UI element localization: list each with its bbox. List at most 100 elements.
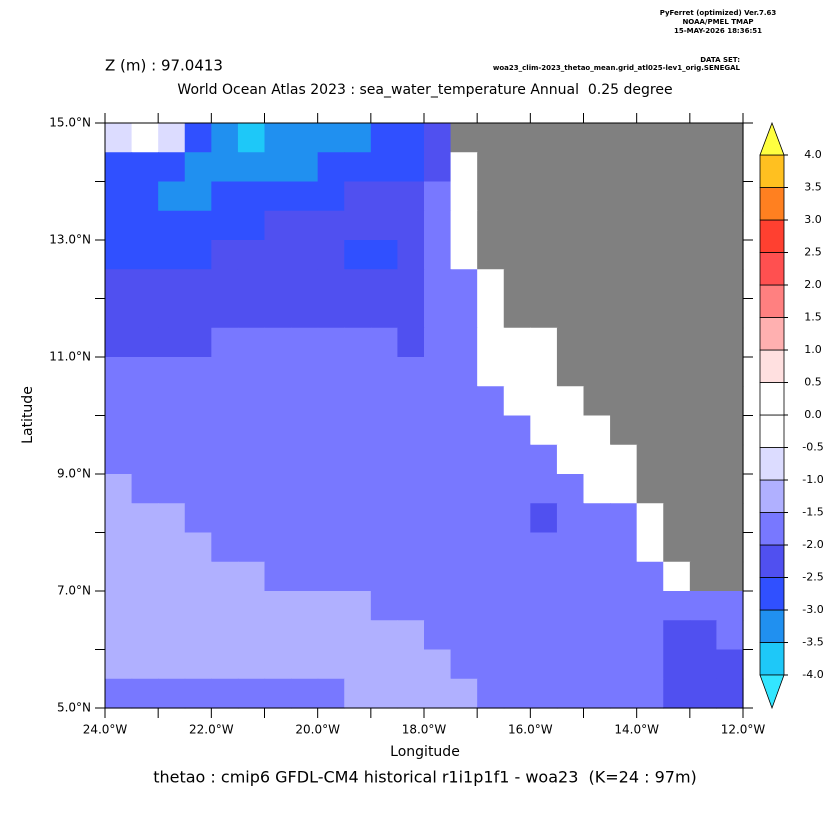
- cell: [211, 357, 239, 387]
- cell: [344, 123, 372, 153]
- land-cell: [610, 327, 638, 358]
- cell: [291, 444, 319, 475]
- cell: [610, 591, 638, 621]
- cell: [424, 591, 452, 621]
- cell: [105, 240, 133, 270]
- land-cell: [689, 415, 718, 446]
- cell: [317, 210, 345, 241]
- land-cell: [556, 123, 585, 153]
- cell: [264, 123, 292, 153]
- land-cell: [477, 123, 505, 153]
- cell: [105, 678, 133, 709]
- cell: [291, 678, 319, 709]
- cell: [424, 649, 452, 680]
- colorbar-band: [759, 447, 785, 481]
- cell: [317, 503, 345, 534]
- cell: [211, 532, 239, 563]
- cell: [264, 620, 292, 651]
- colorbar-label: -4.0: [802, 668, 823, 681]
- land-cell: [716, 269, 744, 300]
- cell: [264, 181, 292, 212]
- cell: [344, 591, 372, 621]
- cell: [716, 620, 744, 651]
- cell: [424, 678, 452, 709]
- land-cell: [610, 181, 638, 212]
- cell: [477, 503, 505, 534]
- cell: [317, 532, 345, 563]
- cell: [264, 298, 292, 329]
- colorbar-label: 0.5: [804, 376, 822, 389]
- cell: [158, 620, 186, 651]
- cell: [689, 678, 718, 709]
- cell: [344, 474, 372, 504]
- cell: [583, 561, 611, 592]
- x-tick-label: 22.0°W: [189, 723, 234, 737]
- land-cell: [583, 152, 611, 183]
- land-cell: [636, 240, 664, 270]
- cell: [131, 532, 159, 563]
- cell: [211, 210, 239, 241]
- cell: [291, 620, 319, 651]
- cell: [131, 357, 159, 387]
- cell: [184, 152, 212, 183]
- cell: [264, 591, 292, 621]
- cell: [503, 327, 531, 358]
- land-cell: [663, 210, 691, 241]
- cell: [370, 591, 399, 621]
- land-cell: [583, 298, 611, 329]
- cell: [556, 474, 585, 504]
- cell: [291, 327, 319, 358]
- land-cell: [689, 123, 718, 153]
- land-cell: [663, 181, 691, 212]
- cell: [317, 649, 345, 680]
- cell: [530, 474, 558, 504]
- cell: [344, 327, 372, 358]
- cell: [477, 561, 505, 592]
- cell: [556, 649, 585, 680]
- cell: [370, 240, 399, 270]
- cell: [237, 561, 266, 592]
- land-cell: [689, 503, 718, 534]
- cell: [211, 152, 239, 183]
- cell: [397, 210, 425, 241]
- land-cell: [530, 152, 558, 183]
- cell: [158, 415, 186, 446]
- land-cell: [716, 357, 744, 387]
- land-cell: [636, 386, 664, 417]
- cell: [291, 649, 319, 680]
- land-cell: [663, 532, 691, 563]
- cell: [105, 591, 133, 621]
- cell: [158, 649, 186, 680]
- cell: [131, 327, 159, 358]
- land-cell: [716, 503, 744, 534]
- cell: [583, 444, 611, 475]
- cell: [184, 474, 212, 504]
- cell: [105, 327, 133, 358]
- colorbar-band: [759, 317, 785, 351]
- cell: [317, 327, 345, 358]
- cell: [237, 591, 266, 621]
- land-cell: [689, 152, 718, 183]
- colorbar-label: -1.5: [802, 506, 823, 519]
- cell: [424, 532, 452, 563]
- cell: [158, 444, 186, 475]
- colorbar-label: -1.0: [802, 473, 823, 486]
- cell: [237, 386, 266, 417]
- colorbar-label: -2.0: [802, 538, 823, 551]
- colorbar-band: [759, 414, 785, 448]
- cell: [556, 678, 585, 709]
- land-cell: [636, 298, 664, 329]
- land-cell: [689, 444, 718, 475]
- cell: [424, 269, 452, 300]
- colorbar-band: [759, 577, 785, 611]
- x-tick-label: 12.0°W: [721, 723, 766, 737]
- cell: [610, 532, 638, 563]
- colorbar-label: 1.0: [804, 343, 822, 356]
- cell: [424, 620, 452, 651]
- land-cell: [663, 240, 691, 270]
- cell: [610, 474, 638, 504]
- cell: [184, 532, 212, 563]
- cell: [370, 269, 399, 300]
- y-axis-label: Latitude: [20, 386, 36, 444]
